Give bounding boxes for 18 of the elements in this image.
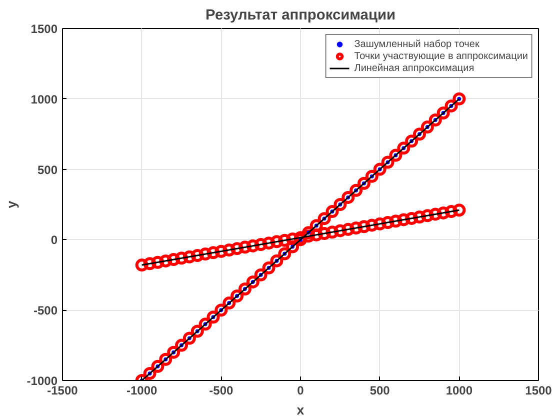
chart-title: Результат аппроксимации [206,8,396,24]
y-axis-title: y [4,200,19,208]
y-tick-label: 0 [50,233,58,248]
legend-label: Линейная аппроксимация [354,62,474,74]
legend-label: Зашумленный набор точек [354,38,480,50]
y-tick-label: -500 [33,304,58,318]
x-tick-label: -500 [209,384,234,398]
x-tick-label: -1000 [126,384,158,398]
y-tick-label: 1500 [30,22,58,36]
legend-label: Точки участвующие в аппроксимации [354,50,528,62]
x-tick-label: 1500 [525,384,552,398]
x-tick-label: -1500 [47,384,78,398]
y-tick-label: 500 [37,162,58,177]
x-axis-title: x [296,402,305,418]
x-tick-label: 1000 [446,384,473,398]
y-tick-label: 1000 [30,92,58,106]
x-tick-label: 500 [370,384,390,398]
x-tick-label: 0 [297,384,304,398]
